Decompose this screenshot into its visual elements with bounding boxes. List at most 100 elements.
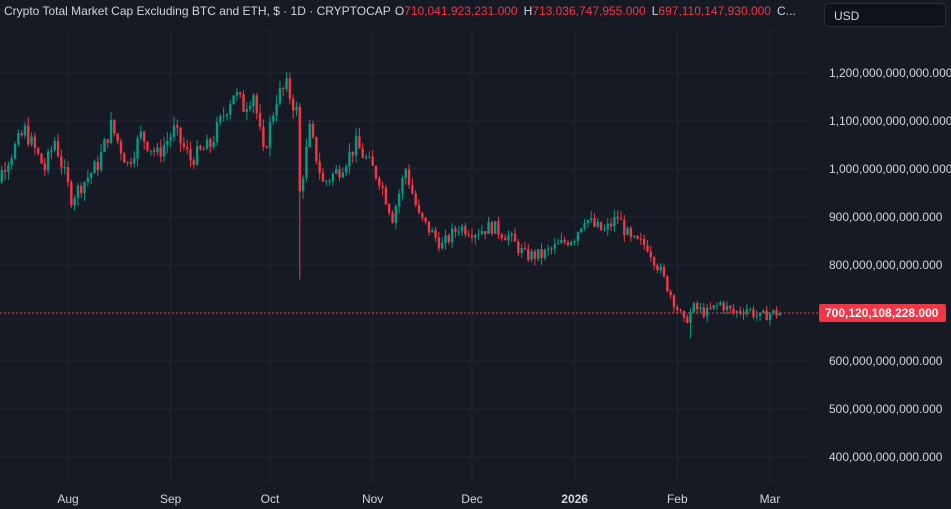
candle-body [278, 88, 282, 104]
candle-body [56, 141, 60, 157]
candle-body [252, 95, 255, 107]
candle-body [384, 187, 388, 205]
price-tick-label: 500,000,000,000.000 [829, 402, 943, 416]
candle-body [699, 307, 702, 310]
candle-body [7, 165, 10, 172]
candle-body [477, 234, 480, 236]
candle-body [520, 247, 523, 253]
candle-body [758, 312, 762, 316]
price-axis[interactable]: 1,200,000,000,000.000 1,100,000,000,000.0… [829, 66, 951, 464]
candle-body [275, 103, 278, 116]
candle-body [166, 140, 169, 146]
candle-body [33, 136, 37, 149]
candle-body [464, 226, 467, 235]
price-tick-label: 600,000,000,000.000 [829, 354, 943, 368]
candle-body [133, 158, 136, 164]
candle-body [265, 146, 268, 148]
candle-body [457, 231, 460, 233]
low-value: 697,110,147,930.000 [658, 4, 771, 18]
candle-body [642, 238, 646, 246]
candle-body [563, 239, 566, 243]
candle-body [394, 206, 398, 223]
candle-body [527, 248, 530, 260]
candle-body [169, 136, 172, 141]
candle-body [27, 125, 30, 145]
candle-body [162, 145, 166, 157]
price-tick-label: 1,100,000,000,000.000 [829, 114, 951, 128]
candle-body [146, 141, 149, 151]
price-tick-label: 400,000,000,000.000 [829, 450, 943, 464]
candle-body [417, 205, 421, 213]
candle-body [589, 218, 593, 221]
candle-body [593, 218, 596, 227]
candle-body [222, 115, 225, 117]
time-tick-label: Dec [461, 492, 482, 506]
candle-body [431, 230, 434, 233]
candle-body [729, 305, 732, 309]
candle-body [126, 162, 129, 164]
candle-body [695, 303, 699, 310]
candle-body [407, 169, 411, 186]
candle-body [66, 166, 70, 183]
candle-body [745, 309, 749, 315]
candle-body [440, 242, 444, 249]
candle-body [649, 251, 652, 258]
currency-button[interactable]: USD [824, 3, 946, 27]
chart-legend: Crypto Total Market Cap Excluding BTC an… [4, 4, 796, 18]
candle-body [17, 133, 20, 145]
candle-body [103, 139, 106, 152]
candle-body [219, 115, 222, 123]
candle-body [523, 247, 527, 249]
candle-body [450, 228, 454, 243]
candle-body [36, 148, 40, 154]
candle-body [682, 311, 686, 318]
candle-body [560, 239, 563, 244]
time-tick-label: Mar [760, 492, 781, 506]
candle-body [500, 234, 503, 238]
candle-body [507, 235, 510, 241]
candle-body [50, 149, 53, 152]
candle-body [202, 149, 205, 151]
candle-body [646, 245, 649, 252]
candle-body [248, 106, 252, 109]
candle-body [176, 125, 179, 128]
candle-body [331, 173, 335, 181]
candle-body [484, 231, 487, 234]
candle-body [662, 266, 666, 276]
candle-body [361, 148, 364, 158]
candle-body [583, 223, 586, 229]
candle-body [570, 241, 573, 246]
candle-body [40, 153, 43, 164]
candle-body [387, 204, 391, 213]
candle-body [152, 150, 156, 152]
candle-body [30, 136, 33, 145]
candle-body [106, 139, 109, 143]
candle-body [70, 182, 73, 206]
time-axis[interactable]: Aug Sep Oct Nov Dec 2026 Feb Mar [57, 492, 780, 506]
candle-body [351, 151, 354, 156]
candle-body [142, 131, 146, 142]
candle-body [295, 106, 298, 111]
candle-body [344, 166, 348, 173]
candle-body [268, 121, 272, 148]
candle-body [490, 222, 494, 234]
candle-body [755, 315, 758, 317]
candle-body [679, 309, 682, 312]
candle-body [20, 133, 23, 136]
candle-body [86, 177, 90, 182]
candle-body [258, 113, 262, 127]
candle-body [189, 149, 192, 161]
candle-body [291, 98, 295, 111]
candle-body [692, 303, 696, 313]
candle-body [13, 144, 17, 159]
candle-body [404, 169, 407, 179]
symbol-title[interactable]: Crypto Total Market Cap Excluding BTC an… [4, 4, 391, 18]
candle-body [335, 169, 338, 174]
candle-body [215, 122, 219, 143]
candle-body [470, 235, 474, 238]
candle-body [93, 161, 96, 174]
candle-body [487, 222, 490, 234]
candle-body [772, 309, 775, 314]
candle-body [298, 106, 301, 192]
